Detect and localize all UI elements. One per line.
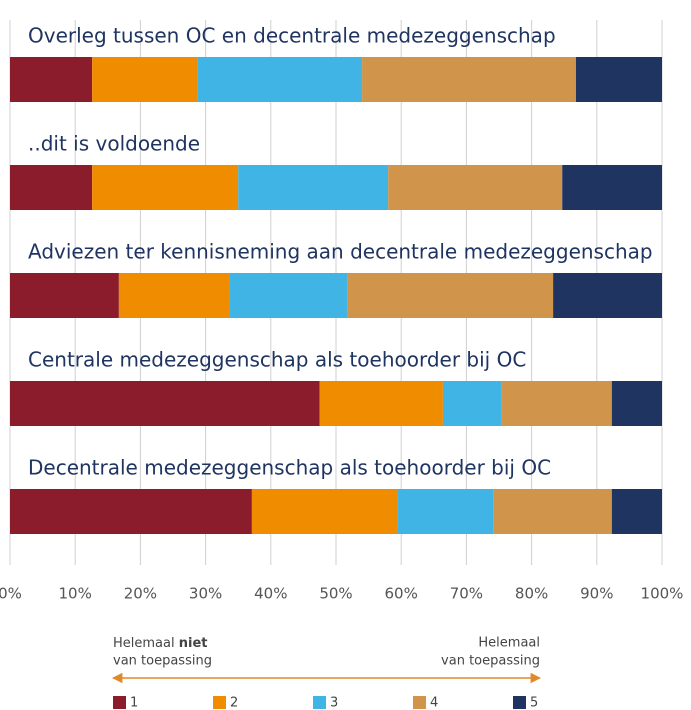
- legend-swatch: [413, 696, 426, 709]
- bar-segment: [238, 165, 389, 210]
- legend-label: 4: [430, 696, 438, 710]
- bar-segment: [397, 489, 494, 534]
- category-label: Decentrale medezeggenschap als toehoorde…: [28, 456, 551, 480]
- bar-segment: [10, 273, 119, 318]
- bar-segment: [611, 489, 662, 534]
- x-tick-label: 90%: [580, 585, 613, 603]
- category-label: Adviezen ter kennisneming aan decentrale…: [28, 240, 653, 264]
- x-tick-label: 0%: [0, 585, 22, 603]
- category-label: Centrale medezeggenschap als toehoorder …: [28, 348, 526, 372]
- legend-label: 5: [530, 696, 538, 710]
- bar-segment: [197, 57, 363, 102]
- bar-segment: [575, 57, 662, 102]
- x-tick-label: 20%: [124, 585, 157, 603]
- annotation-left: van toepassing: [113, 654, 212, 669]
- x-tick-label: 100%: [641, 585, 684, 603]
- legend-label: 1: [130, 696, 138, 710]
- legend-swatch: [213, 696, 226, 709]
- x-tick-label: 30%: [189, 585, 222, 603]
- x-tick-label: 50%: [319, 585, 352, 603]
- bar-segment: [388, 165, 563, 210]
- bar-segment: [611, 381, 662, 426]
- annotation-left: Helemaal niet: [113, 636, 207, 651]
- bar-segment: [347, 273, 554, 318]
- bar-segment: [92, 57, 198, 102]
- bar-segment: [362, 57, 576, 102]
- bar-segment: [501, 381, 612, 426]
- bar-segment: [10, 165, 93, 210]
- legend-label: 3: [330, 696, 338, 710]
- bar-segment: [229, 273, 348, 318]
- bar-segment: [118, 273, 230, 318]
- bar-segment: [493, 489, 612, 534]
- bar-segment: [92, 165, 239, 210]
- category-label: Overleg tussen OC en decentrale medezegg…: [28, 24, 556, 48]
- legend-label: 2: [230, 696, 238, 710]
- legend-swatch: [313, 696, 326, 709]
- bar-segment: [442, 381, 502, 426]
- bar-segment: [562, 165, 662, 210]
- x-tick-label: 10%: [59, 585, 92, 603]
- x-tick-label: 80%: [515, 585, 548, 603]
- bar-segment: [10, 489, 252, 534]
- bar-segment: [319, 381, 443, 426]
- legend-swatch: [513, 696, 526, 709]
- annotation-right: Helemaal: [478, 636, 540, 651]
- category-label: ..dit is voldoende: [28, 132, 200, 156]
- x-tick-label: 40%: [254, 585, 287, 603]
- legend-swatch: [113, 696, 126, 709]
- bar-segment: [553, 273, 662, 318]
- annotation-right: van toepassing: [441, 654, 540, 669]
- x-tick-label: 60%: [385, 585, 418, 603]
- x-tick-label: 70%: [450, 585, 483, 603]
- bar-segment: [10, 381, 320, 426]
- bar-segment: [10, 57, 93, 102]
- bar-segment: [251, 489, 398, 534]
